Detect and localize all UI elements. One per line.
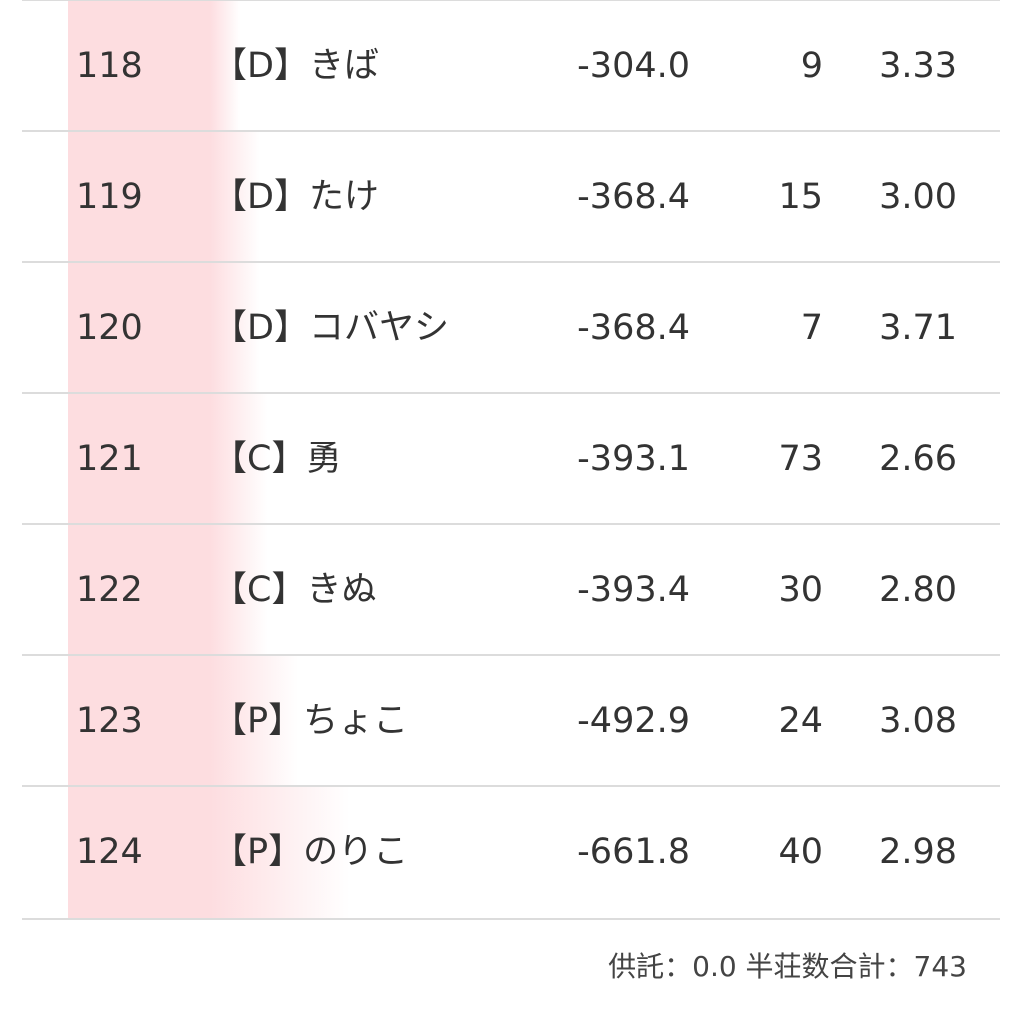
average-rank: 3.33 [879, 46, 957, 86]
rank-cell: 124 [76, 832, 143, 872]
player-name: 【D】コバヤシ [212, 308, 449, 348]
score-bar [68, 1, 240, 132]
games-count: 15 [778, 177, 823, 217]
player-name: 【P】のりこ [212, 832, 409, 872]
table-row[interactable]: 122 【C】きぬ -393.4 30 2.80 [22, 523, 1000, 656]
average-rank: 2.80 [879, 570, 957, 610]
score-bar [68, 132, 260, 263]
average-rank: 2.66 [879, 439, 957, 479]
rank-cell: 122 [76, 570, 143, 610]
score-cell: -393.1 [577, 439, 690, 479]
table-row[interactable]: 123 【P】ちょこ -492.9 24 3.08 [22, 654, 1000, 787]
rank-cell: 118 [76, 46, 143, 86]
rank-cell: 123 [76, 701, 143, 741]
average-rank: 3.00 [879, 177, 957, 217]
rank-cell: 121 [76, 439, 143, 479]
average-rank: 2.98 [879, 832, 957, 872]
table-row[interactable]: 120 【D】コバヤシ -368.4 7 3.71 [22, 261, 1000, 394]
player-name: 【D】たけ [212, 177, 379, 217]
table-row[interactable]: 124 【P】のりこ -661.8 40 2.98 [22, 785, 1000, 920]
games-count: 40 [778, 832, 823, 872]
player-name: 【D】きば [212, 46, 379, 86]
average-rank: 3.71 [879, 308, 957, 348]
score-bar [68, 656, 299, 787]
rank-cell: 120 [76, 308, 143, 348]
average-rank: 3.08 [879, 701, 957, 741]
footer-summary: 供託：0.0 半荘数合計：743 [608, 950, 967, 983]
score-cell: -492.9 [577, 701, 690, 741]
player-name: 【P】ちょこ [212, 701, 409, 741]
games-count: 24 [778, 701, 823, 741]
score-bar [68, 263, 260, 394]
score-cell: -304.0 [577, 46, 690, 86]
score-cell: -393.4 [577, 570, 690, 610]
games-count: 73 [778, 439, 823, 479]
table-row[interactable]: 119 【D】たけ -368.4 15 3.00 [22, 130, 1000, 263]
rank-cell: 119 [76, 177, 143, 217]
player-name: 【C】きぬ [212, 570, 377, 610]
score-bar [68, 525, 268, 656]
score-cell: -368.4 [577, 308, 690, 348]
score-cell: -368.4 [577, 177, 690, 217]
score-bar [68, 394, 268, 525]
games-count: 9 [800, 46, 823, 86]
score-bar [68, 787, 350, 918]
score-cell: -661.8 [577, 832, 690, 872]
table-row[interactable]: 118 【D】きば -304.0 9 3.33 [22, 0, 1000, 132]
player-name: 【C】勇 [212, 439, 342, 479]
table-row[interactable]: 121 【C】勇 -393.1 73 2.66 [22, 392, 1000, 525]
games-count: 7 [800, 308, 823, 348]
games-count: 30 [778, 570, 823, 610]
